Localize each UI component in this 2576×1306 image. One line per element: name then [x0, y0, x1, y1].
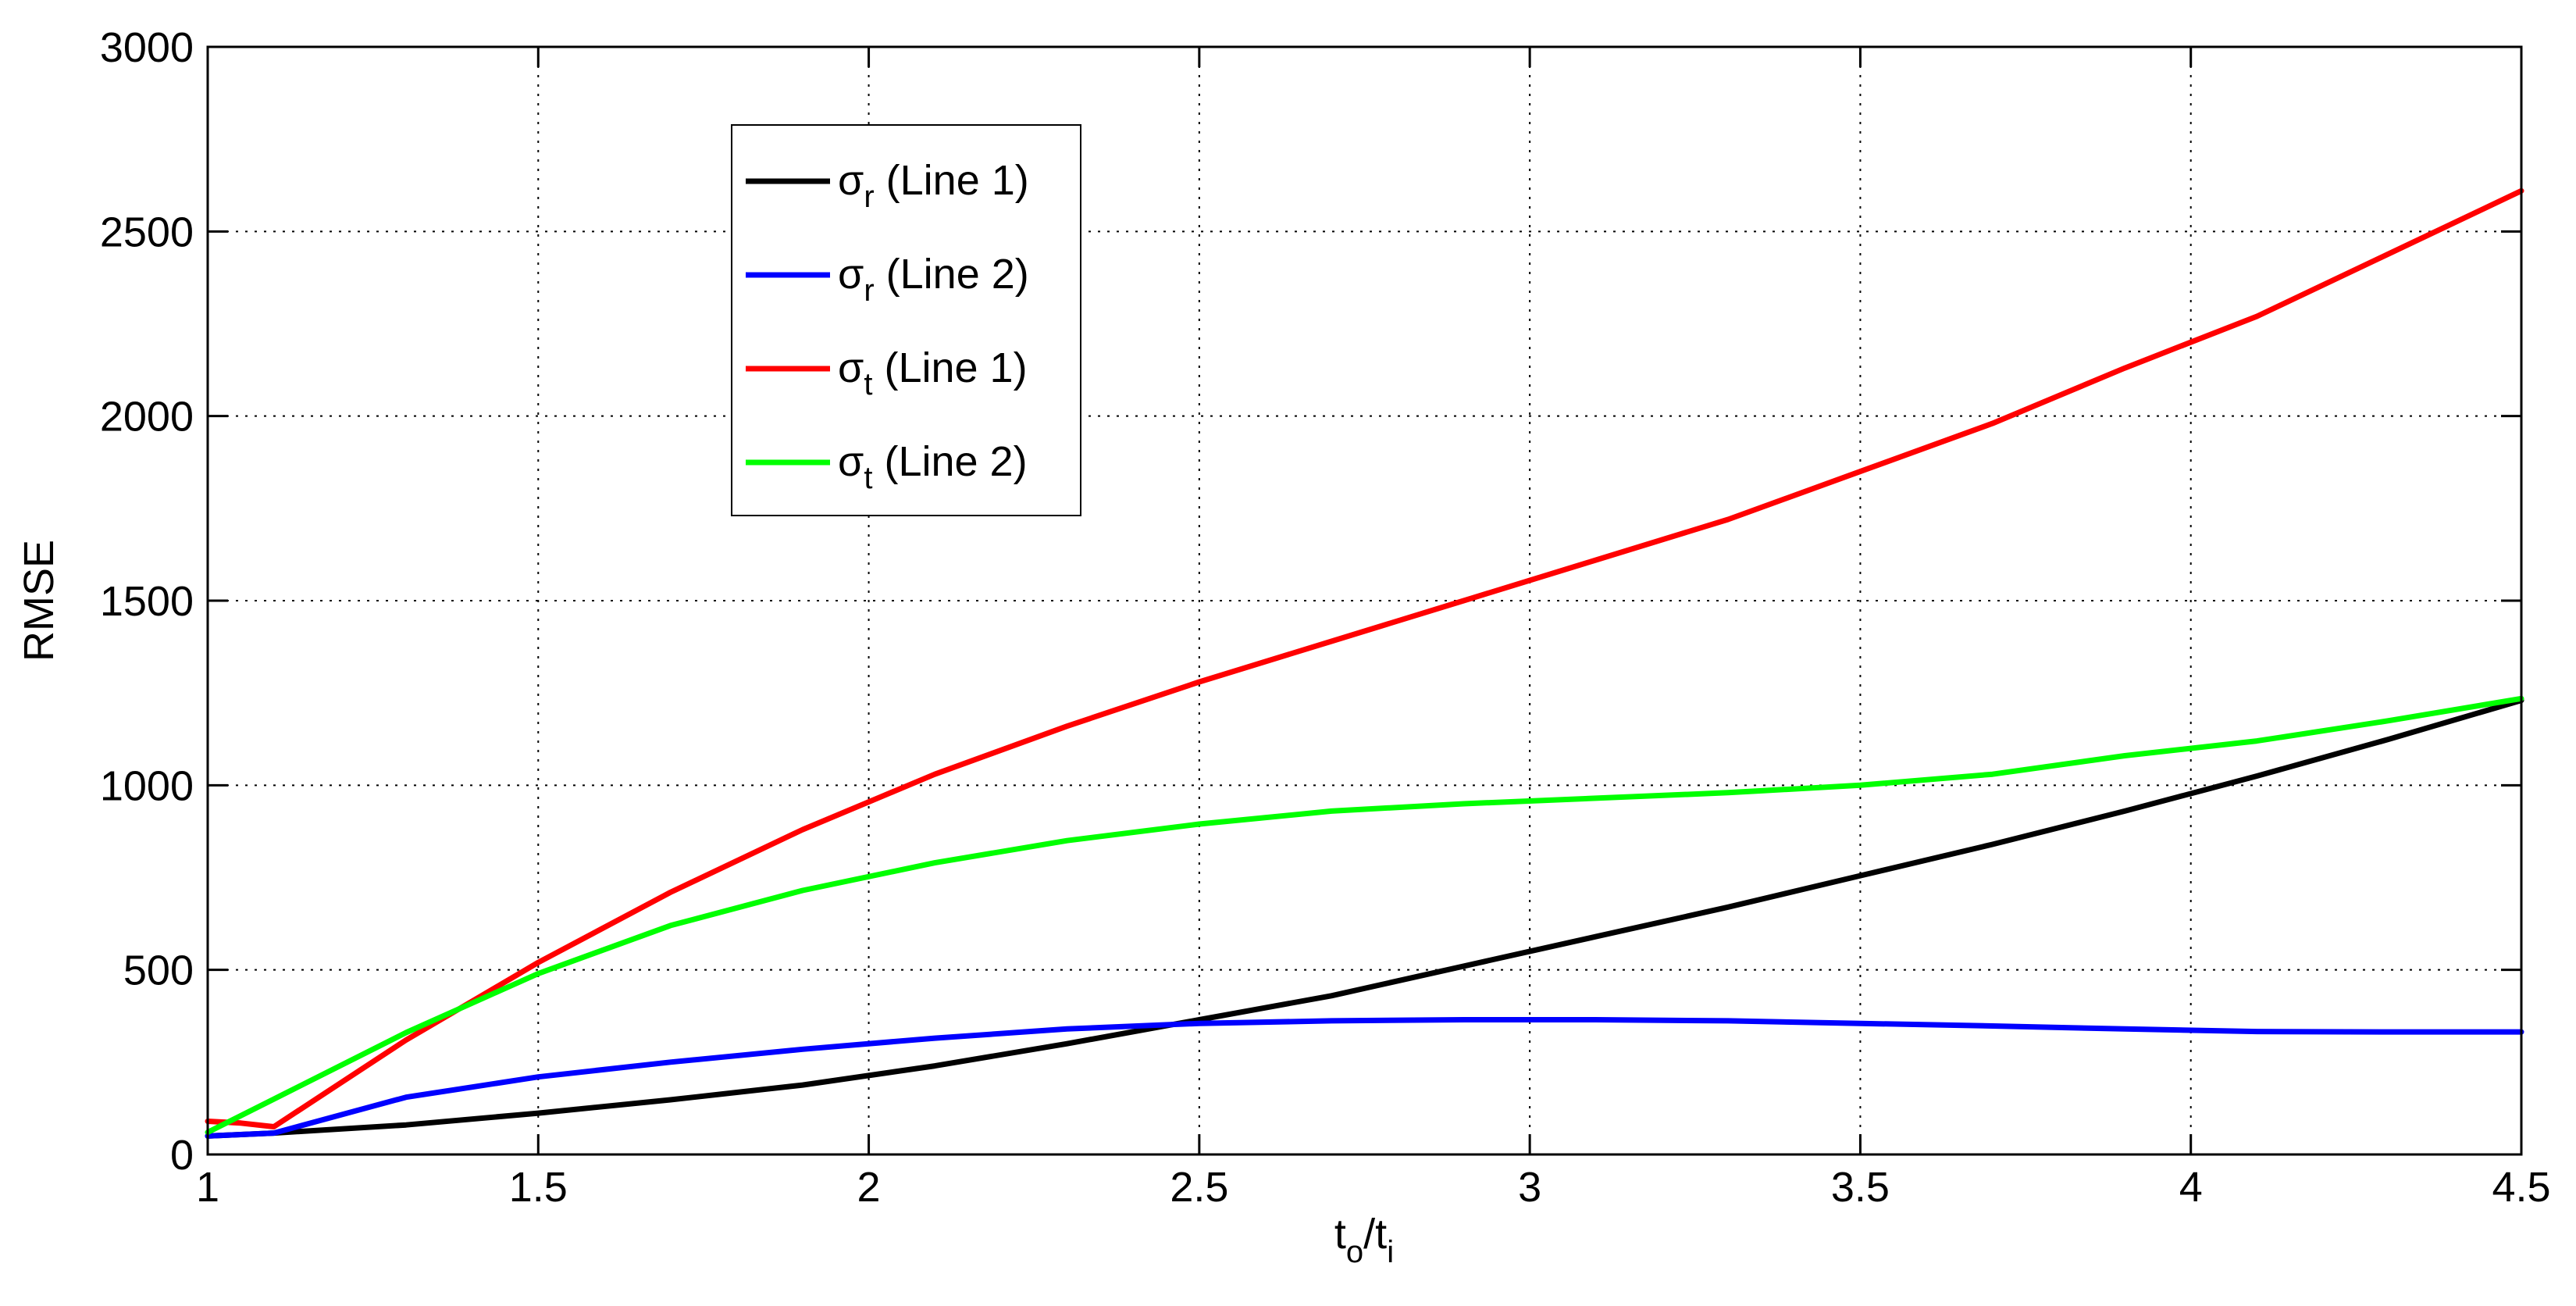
y-tick-label: 3000	[100, 24, 194, 71]
y-axis-label: RMSE	[16, 540, 62, 662]
x-tick-label: 2.5	[1170, 1164, 1228, 1211]
x-axis-label-base: t	[1334, 1211, 1346, 1258]
x-tick-label: 2	[857, 1164, 881, 1211]
data-series	[205, 187, 2524, 1139]
legend-label-1: σr (Line 1)	[838, 157, 1029, 214]
y-tick-label: 2500	[100, 209, 194, 255]
series-line-3	[205, 187, 2524, 1129]
x-axis-label-sub1: o	[1346, 1235, 1363, 1269]
series-line-2	[205, 1017, 2524, 1139]
x-tick-label: 1	[196, 1164, 219, 1211]
y-tick-label: 1500	[100, 578, 194, 625]
x-tick-label: 4.5	[2492, 1164, 2550, 1211]
legend-label-3: σt (Line 1)	[838, 344, 1028, 401]
x-tick-label: 1.5	[509, 1164, 568, 1211]
y-tick-label: 2000	[100, 394, 194, 441]
y-tick-label: 500	[123, 947, 194, 994]
legend-label-4: σt (Line 2)	[838, 438, 1028, 495]
legend: σr (Line 1) σr (Line 2) σt (Line 1) σt (Lin…	[731, 124, 1081, 516]
x-tick-label: 4	[2179, 1164, 2203, 1211]
legend-box	[731, 124, 1081, 516]
x-axis-label-sub2: i	[1387, 1235, 1394, 1269]
series-line-1	[205, 698, 2524, 1139]
series-line-4	[205, 695, 2524, 1136]
axis-ticks: 1 1.5 2 2.5 3 3.5 4 4.5 0 500 1000 1500 2000 2500 3000	[100, 24, 2551, 1211]
x-axis-label: to/ti	[1334, 1211, 1394, 1269]
x-tick-label: 3.5	[1831, 1164, 1890, 1211]
grid-lines	[208, 47, 2521, 1154]
y-tick-label: 0	[170, 1132, 194, 1179]
x-axis-label-sep: /t	[1363, 1211, 1387, 1258]
x-tick-label: 3	[1518, 1164, 1541, 1211]
y-tick-label: 1000	[100, 762, 194, 809]
legend-label-2: σr (Line 2)	[838, 251, 1029, 308]
